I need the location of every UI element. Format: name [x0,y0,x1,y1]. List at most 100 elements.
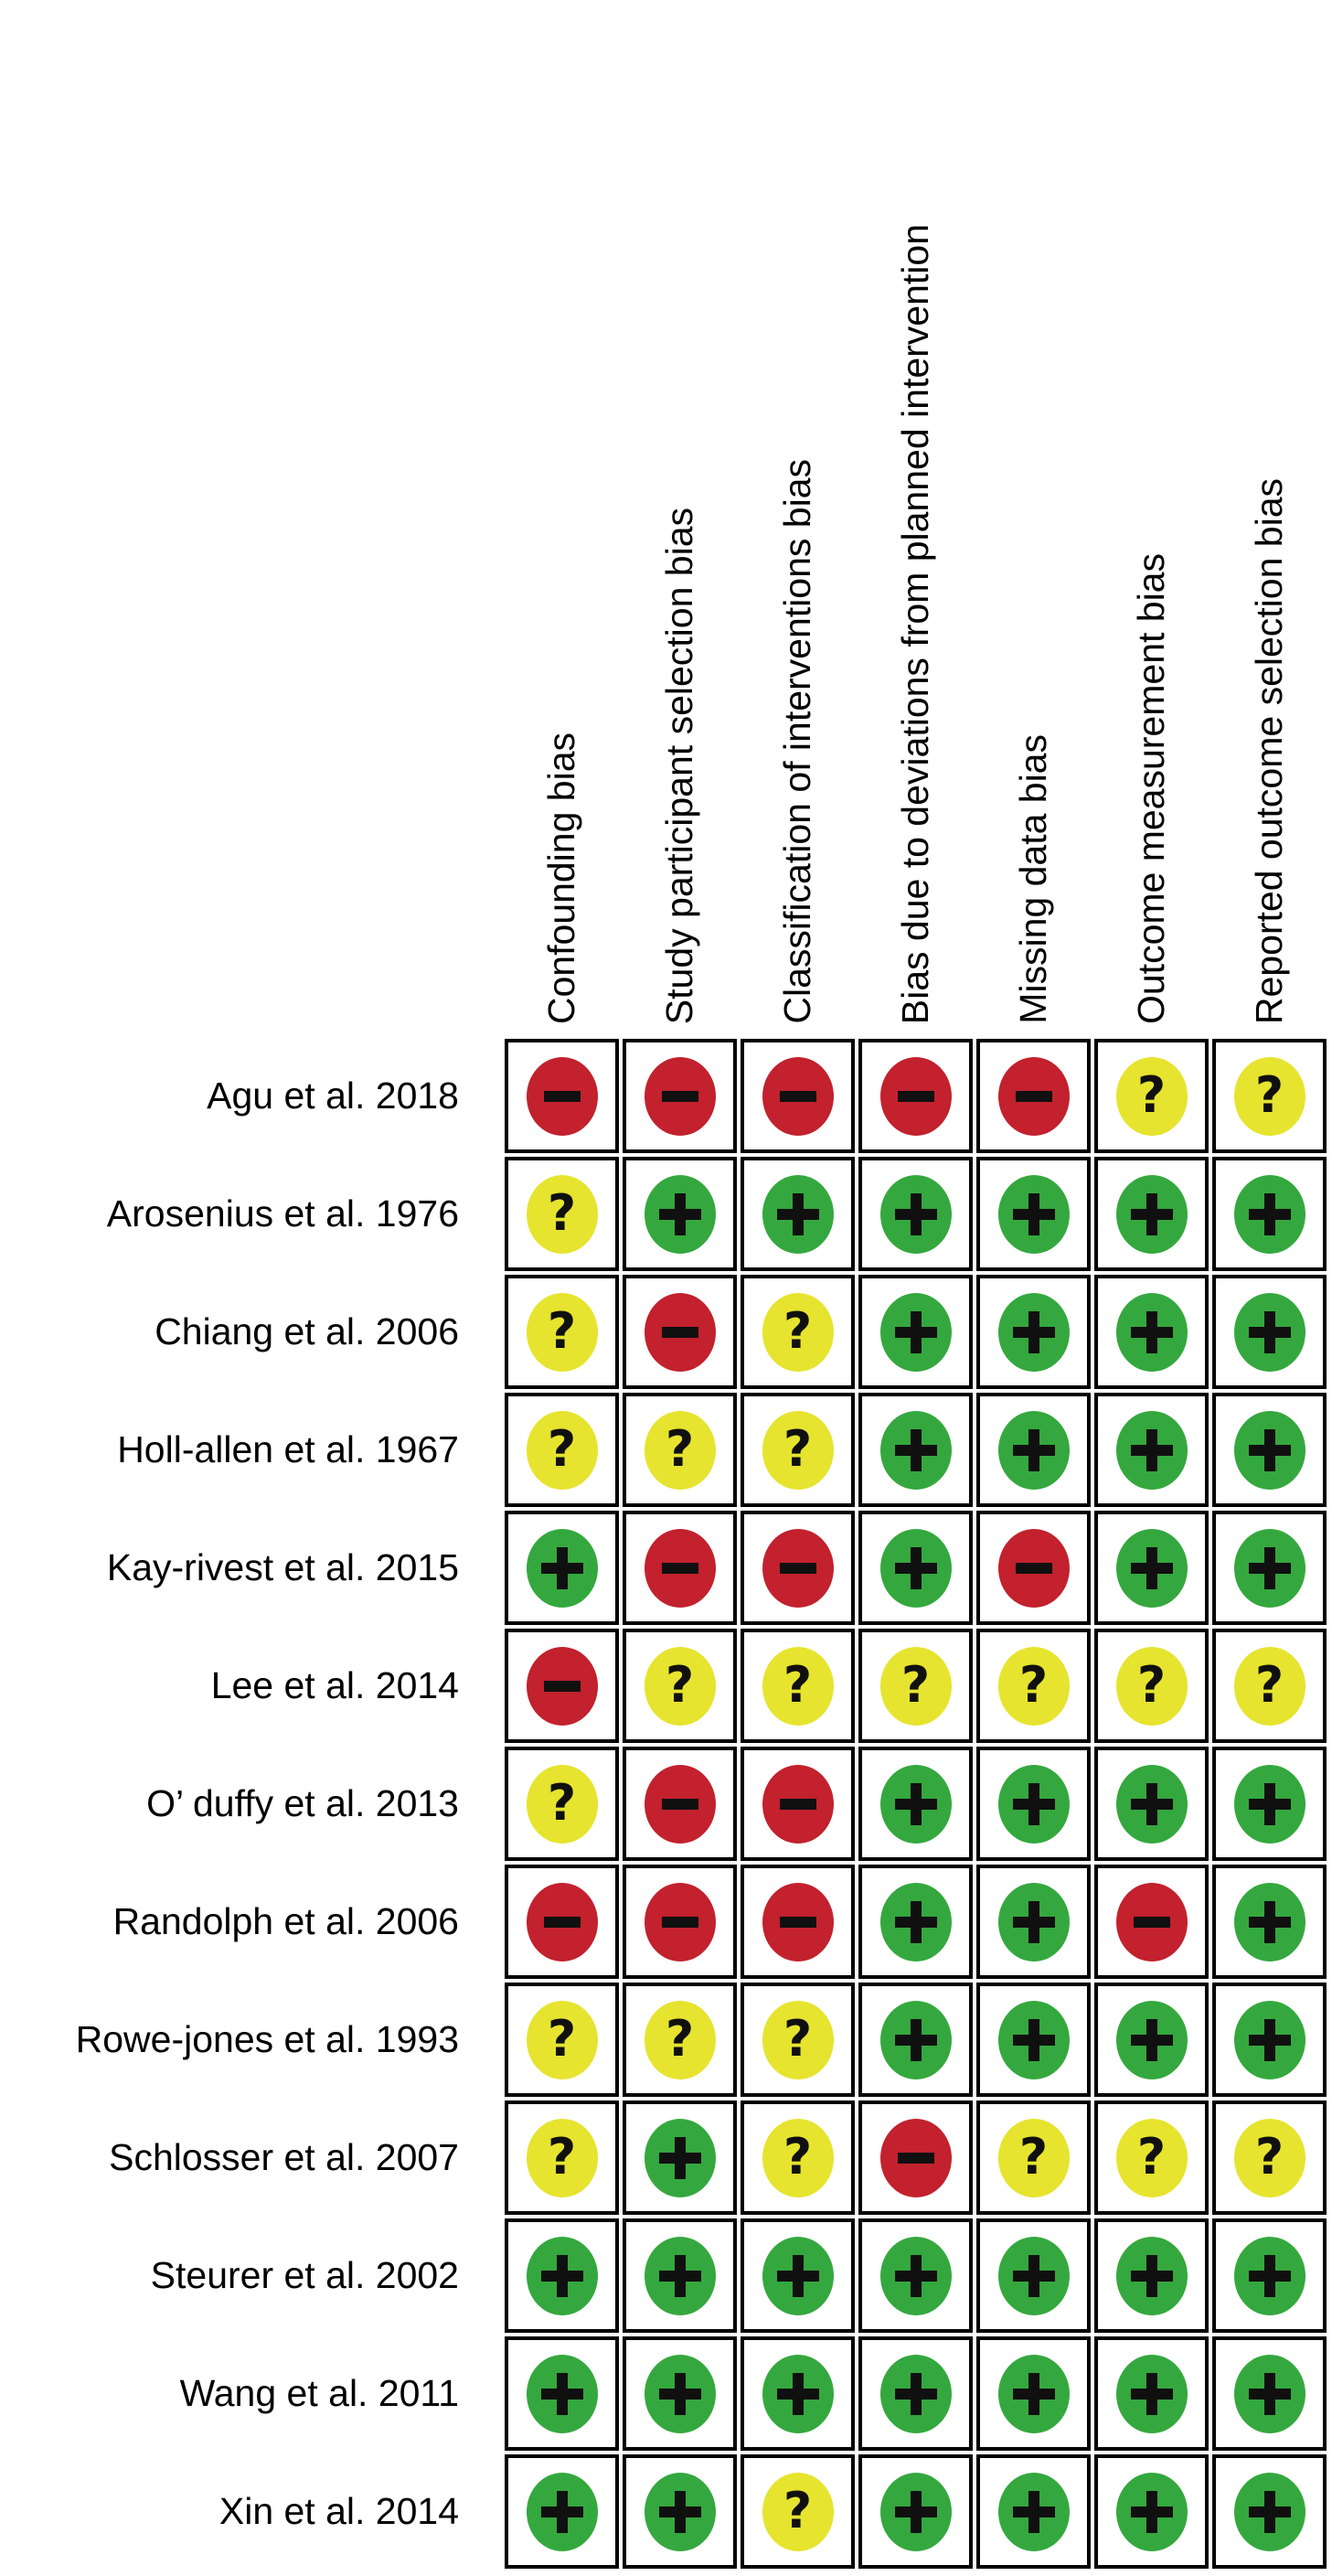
plus-icon [894,1428,937,1471]
judgment-circle [526,1056,598,1136]
study-label: Arosenius et al. 1976 [106,1192,459,1235]
judgment-cell [505,2454,619,2569]
judgment-cell [505,1511,619,1625]
judgment-circle [997,2000,1070,2079]
judgment-cell [623,1747,737,1861]
plus-icon [894,2018,937,2061]
plus-icon [1012,2018,1055,2061]
study-label: O’ duffy et al. 2013 [146,1782,459,1824]
judgment-cell [505,1039,619,1153]
judgment-cell: ? [741,1393,855,1507]
judgment-cell: ? [976,1629,1091,1743]
judgment-circle [1115,2472,1188,2551]
question-icon: ? [1254,1655,1284,1714]
judgment-circle [644,1528,716,1608]
minus-icon [1015,1090,1052,1102]
column-header-label: Classification of interventions bias [775,459,818,1024]
plus-icon [658,2490,701,2533]
study-label: Randolph et al. 2006 [112,1900,459,1942]
judgment-cell [1094,1747,1209,1861]
judgment-circle [1115,1882,1188,1961]
judgment-cell: ? [1212,1039,1327,1153]
question-icon: ? [1136,2127,1167,2186]
judgment-cell [1212,1157,1327,1271]
judgment-cell [623,1865,737,1979]
column-header-label: Bias due to deviations from planned inte… [893,223,936,1024]
judgment-cell [1212,1393,1327,1507]
judgment-circle [644,1882,716,1961]
judgment-cell: ? [505,1393,619,1507]
judgment-circle [879,2000,952,2079]
column-header: Study participant selection bias [621,0,739,1037]
column-header: Reported outcome selection bias [1210,0,1328,1037]
judgment-circle [997,1764,1070,1844]
judgment-circle [1233,1882,1305,1961]
question-icon: ? [900,1655,931,1714]
judgment-cell: ? [623,1629,737,1743]
judgment-cell [1212,1747,1327,1861]
judgment-cell: ? [858,1629,973,1743]
minus-icon [779,1916,816,1928]
question-icon: ? [547,1773,577,1832]
judgment-cell [858,1393,973,1507]
plus-icon [1248,1782,1291,1825]
judgment-circle: ? [526,1292,598,1372]
judgment-circle [644,2118,716,2197]
column-header-label: Outcome measurement bias [1129,552,1172,1024]
judgment-circle: ? [526,1174,598,1254]
judgment-circle [644,1292,716,1372]
judgment-circle [997,2472,1070,2551]
plus-icon [776,1192,819,1235]
judgment-cell [976,1983,1091,2097]
judgment-cell [1212,1983,1327,2097]
judgment-cell [858,2336,973,2451]
judgment-cell [1212,1865,1327,1979]
judgment-circle [644,2472,716,2551]
judgment-circle [762,1764,834,1844]
judgment-cell [858,1983,973,2097]
judgment-circle [879,1882,952,1961]
judgment-cell [1094,2454,1209,2569]
judgment-grid: ???????????????????????? [503,1037,1328,2571]
column-header: Missing data bias [975,0,1092,1037]
judgment-cell [976,1039,1091,1153]
question-icon: ? [1018,1655,1049,1714]
plus-icon [658,2372,701,2415]
judgment-cell: ? [976,2100,1091,2215]
judgment-circle: ? [762,2118,834,2197]
judgment-cell [1094,2218,1209,2333]
judgment-cell [976,2336,1091,2451]
plus-icon [1130,2254,1173,2297]
judgment-circle: ? [997,2118,1070,2197]
judgment-circle: ? [879,1646,952,1726]
judgment-circle [879,2472,952,2551]
judgment-cell [1094,1275,1209,1389]
judgment-circle [1233,1528,1305,1608]
judgment-circle [644,2236,716,2315]
judgment-cell [623,1511,737,1625]
study-label: Agu et al. 2018 [207,1074,459,1117]
judgment-circle [644,1764,716,1844]
judgment-cell [1212,2218,1327,2333]
study-label: Kay-rivest et al. 2015 [106,1546,459,1588]
judgment-circle: ? [526,2118,598,2197]
judgment-cell [1094,1511,1209,1625]
judgment-circle [1233,2236,1305,2315]
plus-icon [1130,2018,1173,2061]
judgment-cell: ? [1094,2100,1209,2215]
judgment-cell [858,1747,973,1861]
plus-icon [1130,2490,1173,2533]
plus-icon [658,1192,701,1235]
study-label: Steurer et al. 2002 [150,2254,459,2296]
plus-icon [894,2254,937,2297]
plus-icon [894,1900,937,1943]
judgment-cell [505,1865,619,1979]
judgment-circle [997,1292,1070,1372]
judgment-circle [526,1882,598,1961]
question-icon: ? [1136,1655,1167,1714]
judgment-circle [879,1292,952,1372]
judgment-cell [858,1511,973,1625]
judgment-circle: ? [1233,1056,1305,1136]
plus-icon [540,2490,583,2533]
judgment-circle: ? [526,1764,598,1844]
